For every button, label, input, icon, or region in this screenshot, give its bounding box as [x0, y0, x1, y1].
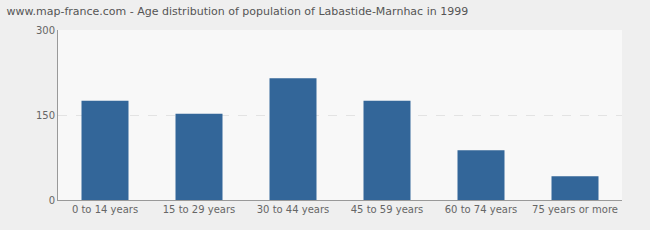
svg-text:75 years or more: 75 years or more — [532, 204, 618, 215]
svg-text:0: 0 — [49, 195, 55, 206]
svg-text:60 to 74 years: 60 to 74 years — [445, 204, 518, 215]
svg-text:30 to 44 years: 30 to 44 years — [257, 204, 330, 215]
svg-text:www.map-france.com - Age distr: www.map-france.com - Age distribution of… — [7, 5, 469, 18]
svg-text:45 to 59 years: 45 to 59 years — [351, 204, 424, 215]
svg-text:0 to 14 years: 0 to 14 years — [72, 204, 138, 215]
svg-text:300: 300 — [36, 25, 55, 36]
svg-text:150: 150 — [36, 110, 55, 121]
svg-text:15 to 29 years: 15 to 29 years — [163, 204, 236, 215]
